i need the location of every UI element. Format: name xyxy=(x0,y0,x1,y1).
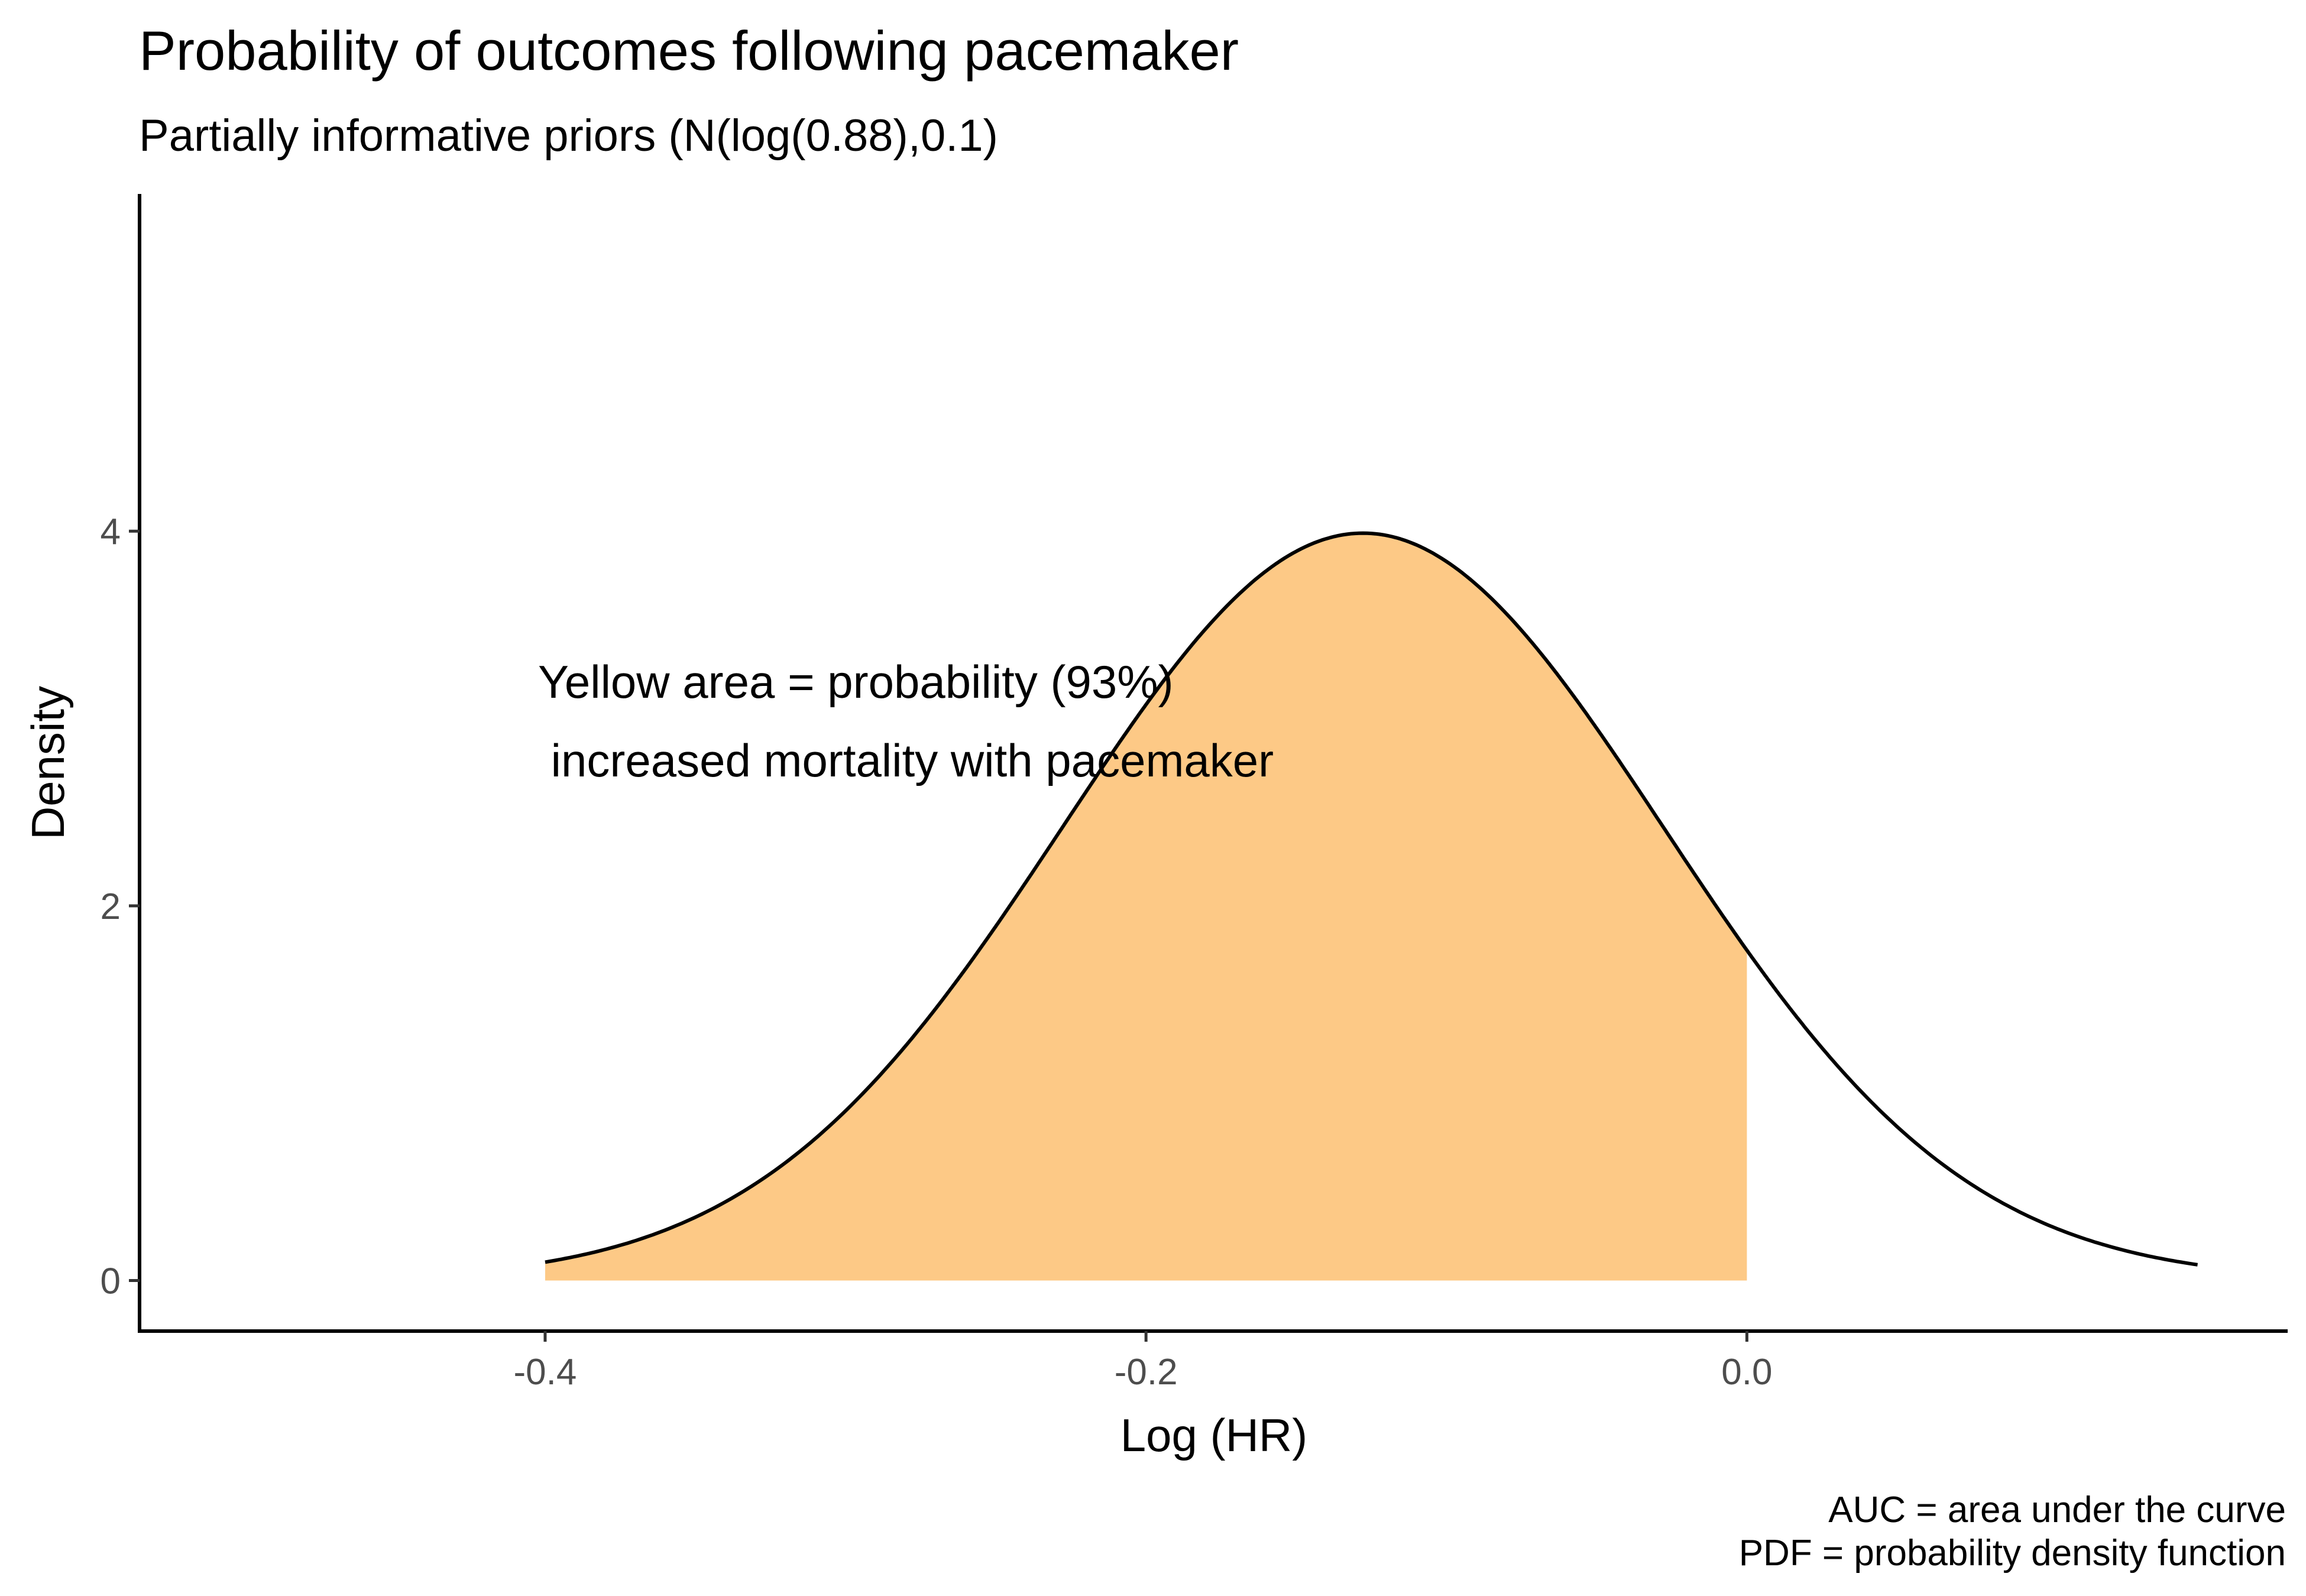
x-tick-label: -0.2 xyxy=(1115,1352,1178,1393)
y-tick-label: 4 xyxy=(101,512,121,552)
chart-title: Probability of outcomes following pacema… xyxy=(139,20,1239,82)
chart-subtitle: Partially informative priors (N(log(0.88… xyxy=(139,111,998,161)
y-axis-title: Density xyxy=(22,686,74,840)
annotation-line-2: increased mortality with pacemaker xyxy=(538,734,1274,786)
x-tick-label: -0.4 xyxy=(514,1352,577,1393)
caption-pdf: PDF = probability density function xyxy=(1739,1533,2286,1574)
caption-auc: AUC = area under the curve xyxy=(1828,1490,2286,1530)
shaded-probability-area xyxy=(545,533,1747,1281)
density-curve xyxy=(545,531,2198,1267)
annotation-line-1: Yellow area = probability (93%) xyxy=(538,656,1174,708)
x-tick-label: 0.0 xyxy=(1721,1352,1772,1393)
y-tick-label: 0 xyxy=(101,1261,121,1302)
y-tick-label: 2 xyxy=(101,886,121,927)
plot-area xyxy=(545,531,2198,1281)
x-axis-ticks: -0.4 -0.2 0.0 xyxy=(514,1331,1773,1393)
y-axis-ticks: 0 2 4 xyxy=(101,512,140,1302)
x-axis-title: Log (HR) xyxy=(1120,1409,1307,1461)
